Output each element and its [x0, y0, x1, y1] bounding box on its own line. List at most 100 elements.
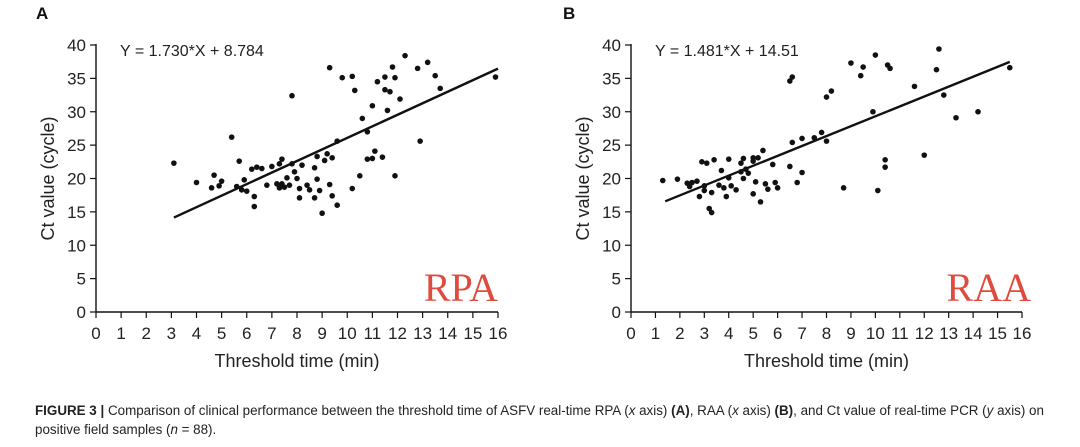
x-tick-label: 7: [797, 324, 806, 343]
data-point: [686, 183, 693, 190]
data-point: [789, 139, 796, 146]
data-point: [696, 193, 703, 200]
data-point: [276, 185, 283, 191]
data-point: [326, 64, 333, 71]
data-point: [857, 72, 864, 79]
x-tick-label: 9: [317, 324, 326, 343]
data-point: [259, 165, 265, 172]
data-point: [392, 173, 398, 179]
data-point: [417, 138, 423, 144]
x-tick-label: 0: [91, 324, 100, 343]
regression-line: [664, 60, 1011, 203]
data-point: [701, 183, 708, 189]
data-point: [364, 128, 371, 135]
data-point: [414, 65, 421, 72]
x-tick-label: 12: [388, 324, 407, 343]
data-point: [369, 102, 376, 109]
data-point: [359, 115, 366, 122]
data-point: [689, 179, 695, 186]
y-tick-label: 35: [602, 69, 621, 88]
data-point: [319, 210, 325, 217]
data-point: [437, 85, 444, 92]
x-axis-title: Threshold time (min): [744, 351, 909, 371]
x-tick-label: 6: [242, 324, 251, 343]
data-point: [241, 177, 248, 183]
caption-figure-label: FIGURE 3 |: [35, 403, 105, 418]
data-point: [725, 156, 732, 162]
caption-text: axis) on positive field samples (: [35, 403, 1044, 437]
data-point: [750, 191, 756, 197]
data-point: [840, 185, 847, 191]
data-point: [314, 176, 320, 182]
data-point: [823, 94, 830, 100]
data-point: [329, 193, 335, 199]
data-point: [281, 184, 288, 190]
y-tick-label: 40: [602, 36, 621, 55]
data-point: [887, 65, 893, 72]
data-point: [349, 73, 356, 80]
data-point: [708, 189, 715, 196]
regression-equation: Y = 1.481*X + 14.51: [655, 43, 799, 60]
x-tick-label: 16: [1013, 324, 1032, 343]
data-point: [233, 183, 240, 190]
data-point: [738, 169, 744, 175]
y-tick-label: 40: [67, 36, 86, 55]
data-point: [311, 165, 318, 171]
data-point: [306, 187, 313, 193]
data-point: [216, 183, 222, 189]
data-point: [740, 175, 747, 182]
data-point: [721, 185, 727, 191]
method-label: RPA: [424, 265, 498, 310]
data-point: [725, 175, 732, 181]
x-tick-label: 2: [675, 324, 684, 343]
data-point: [228, 134, 235, 140]
x-tick-label: 16: [489, 324, 508, 343]
y-tick-label: 15: [602, 203, 621, 222]
data-point: [492, 74, 499, 80]
x-tick-label: 13: [413, 324, 432, 343]
data-point: [755, 155, 761, 161]
data-point: [936, 46, 942, 52]
data-point: [392, 74, 398, 81]
x-tick-label: 5: [217, 324, 226, 343]
caption-text: = 88).: [177, 422, 217, 437]
data-point: [699, 159, 705, 165]
data-point: [818, 129, 825, 136]
x-tick-label: 0: [626, 324, 635, 343]
caption-italic-n: n: [170, 422, 178, 437]
data-point: [326, 181, 333, 188]
x-tick-label: 12: [915, 324, 934, 343]
data-point: [860, 64, 866, 70]
y-tick-label: 10: [67, 236, 86, 255]
x-tick-label: 4: [192, 324, 201, 343]
data-point: [294, 175, 300, 182]
x-tick-label: 2: [142, 324, 151, 343]
figure-caption: FIGURE 3 | Comparison of clinical perfor…: [35, 401, 1065, 439]
data-point: [236, 158, 243, 164]
data-point: [872, 52, 879, 58]
data-point: [299, 162, 305, 168]
data-point: [279, 156, 285, 162]
x-tick-label: 9: [846, 324, 855, 343]
data-point: [329, 155, 335, 161]
y-tick-label: 30: [602, 103, 621, 122]
data-point: [757, 199, 764, 205]
data-point: [716, 182, 722, 188]
data-point: [291, 169, 298, 175]
x-tick-label: 10: [866, 324, 885, 343]
data-point: [911, 83, 918, 90]
data-point: [733, 187, 739, 193]
data-point: [384, 107, 391, 114]
data-point: [382, 86, 388, 93]
caption-italic-x: x: [628, 403, 636, 418]
data-point: [875, 187, 881, 194]
caption-text: , and Ct value of real-time PCR (: [793, 403, 987, 418]
data-point: [424, 59, 431, 66]
data-point: [701, 187, 708, 194]
data-point: [324, 151, 330, 157]
data-point: [243, 188, 250, 194]
caption-italic-x: x: [732, 403, 739, 418]
x-tick-label: 14: [964, 324, 983, 343]
data-point: [389, 64, 396, 70]
